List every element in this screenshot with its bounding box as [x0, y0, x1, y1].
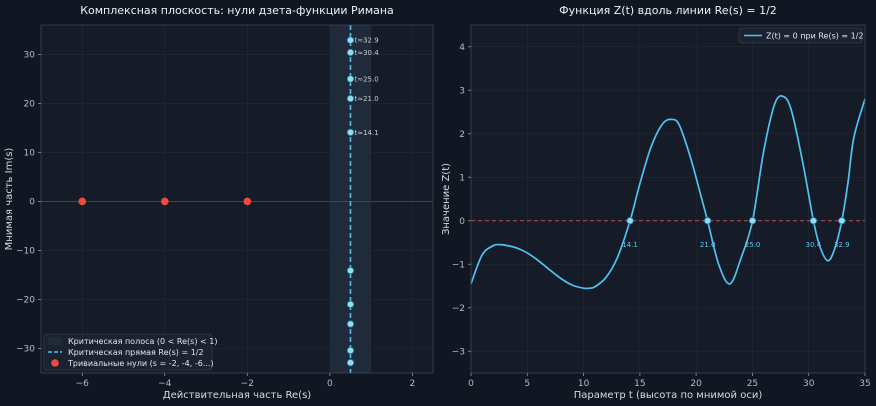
- complex-plane-tick-label-y: 30: [24, 50, 36, 60]
- zt-ticks: 0 5 10 15 20 25 30 35 −3 −2 −1 0 1 2 3 4: [452, 43, 871, 389]
- zt-tick-label-y: 2: [459, 130, 465, 140]
- complex-plane-tick-label-y: 20: [24, 99, 36, 109]
- zt-tick-label-y: 0: [459, 217, 465, 227]
- nontrivial-zero-label: t≈32.9: [354, 37, 378, 45]
- zt-xlabel: Параметр t (высота по мнимой оси): [574, 390, 763, 401]
- nontrivial-zero-point: [346, 48, 355, 57]
- zt-tick-label-x: 35: [859, 379, 870, 389]
- zt-zero-label: 25.0: [745, 241, 761, 249]
- complex-plane-marks: t≈14.1 t≈21.0 t≈25.0 t≈30.4 t≈32.9: [41, 25, 433, 373]
- zt-legend-label: Z(t) = 0 при Re(s) = 1/2: [766, 32, 864, 41]
- zt-zero-label: 14.1: [622, 241, 638, 249]
- zt-tick-label-y: −2: [452, 304, 465, 314]
- complex-plane-tick-label-y: −20: [16, 295, 35, 305]
- nontrivial-zero-label: t≈21.0: [354, 95, 378, 103]
- zt-legend-box: [738, 27, 863, 44]
- complex-plane-ylabel: Мнимая часть Im(s): [4, 148, 15, 251]
- legend-critical-line: Критическая прямая Re(s) = 1/2: [68, 348, 204, 357]
- zt-zero-label: 32.9: [834, 241, 850, 249]
- complex-plane-tick-label-y: 0: [29, 197, 35, 207]
- trivial-zero-point: [78, 197, 87, 206]
- zt-zero-point: [809, 217, 818, 225]
- complex-plane-frame: [40, 24, 434, 374]
- zt-tick-label-x: 5: [524, 379, 530, 389]
- nontrivial-zero-point: [346, 300, 355, 309]
- zt-tick-label-y: 1: [459, 173, 465, 183]
- zt-zero-point: [748, 217, 757, 225]
- zt-marks: 14.1 21.0 25.0 30.4 32.9: [470, 94, 866, 290]
- zt-tick-label-y: −3: [452, 347, 465, 357]
- complex-plane-title: Комплексная плоскость: нули дзета-функци…: [80, 4, 394, 17]
- zt-zero-label: 21.0: [700, 241, 716, 249]
- nontrivial-zero-point: [346, 94, 355, 103]
- nontrivial-zero-point: [346, 266, 355, 275]
- nontrivial-zero-point: [346, 75, 355, 83]
- complex-plane-tick-label-x: −6: [76, 379, 90, 389]
- complex-plane-xlabel: Действительная часть Re(s): [163, 390, 311, 401]
- trivial-zero-point: [160, 197, 169, 206]
- zt-tick-label-y: 4: [459, 43, 465, 53]
- complex-plane-tick-label-y: −30: [16, 344, 35, 354]
- complex-plane-legend-box: [43, 333, 213, 371]
- zt-zero-point: [838, 217, 846, 225]
- complex-plane-tick-label-x: 0: [327, 379, 333, 389]
- complex-plane-tick-label-y: 10: [24, 148, 36, 158]
- zt-frame: [470, 24, 866, 374]
- nontrivial-zero-point: [346, 36, 355, 44]
- zt-tick-label-x: 20: [690, 379, 702, 389]
- legend-trivial-zeros: Тривиальные нули (s = -2, -4, -6...): [67, 359, 214, 368]
- complex-plane-tick-label-x: 2: [410, 379, 416, 389]
- zt-tick-label-x: 10: [578, 379, 590, 389]
- zt-tick-label-y: 3: [459, 86, 465, 96]
- legend-critical-strip: Критическая полоса (0 < Re(s) < 1): [68, 337, 217, 346]
- nontrivial-zero-point: [346, 359, 355, 367]
- zt-zero-point: [626, 217, 634, 225]
- nontrivial-zero-point: [346, 320, 355, 328]
- complex-plane-legend: Критическая полоса (0 < Re(s) < 1) Крити…: [43, 333, 217, 371]
- zt-tick-label-x: 15: [634, 379, 645, 389]
- complex-plane-tick-label-x: −2: [241, 379, 254, 389]
- nontrivial-zero-label: t≈25.0: [354, 75, 378, 83]
- zt-zero-label: 30.4: [806, 241, 822, 249]
- zt-title: Функция Z(t) вдоль линии Re(s) = 1/2: [559, 4, 777, 17]
- zt-axes-area: [471, 25, 865, 373]
- zt-ylabel: Значение Z(t): [441, 163, 452, 235]
- zt-function-panel: 14.1 21.0 25.0 30.4 32.9 0 5 10 15 20 25 30 35−3−2−…: [441, 4, 871, 401]
- zt-tick-label-y: −1: [452, 260, 465, 270]
- trivial-zero-point: [243, 197, 252, 206]
- nontrivial-zero-point: [346, 128, 355, 137]
- trivial-zero-swatch: [51, 359, 59, 367]
- zt-legend: Z(t) = 0 при Re(s) = 1/2: [738, 27, 864, 44]
- complex-plane-tick-label-y: −10: [16, 246, 35, 256]
- zt-tick-label-x: 30: [803, 379, 815, 389]
- nontrivial-zero-point: [346, 346, 355, 355]
- critical-strip-swatch: [48, 337, 62, 345]
- nontrivial-zero-label: t≈14.1: [354, 129, 378, 137]
- zt-tick-label-x: 25: [747, 379, 758, 389]
- zt-zero-point: [703, 217, 712, 225]
- nontrivial-zero-label: t≈30.4: [354, 49, 379, 57]
- complex-plane-tick-label-x: −4: [158, 379, 172, 389]
- zt-tick-label-x: 0: [468, 379, 474, 389]
- complex-plane-panel: t≈14.1t≈21.0t≈25.0t≈30.4t≈32.9 −6 −4 −2 0 2−…: [4, 4, 434, 401]
